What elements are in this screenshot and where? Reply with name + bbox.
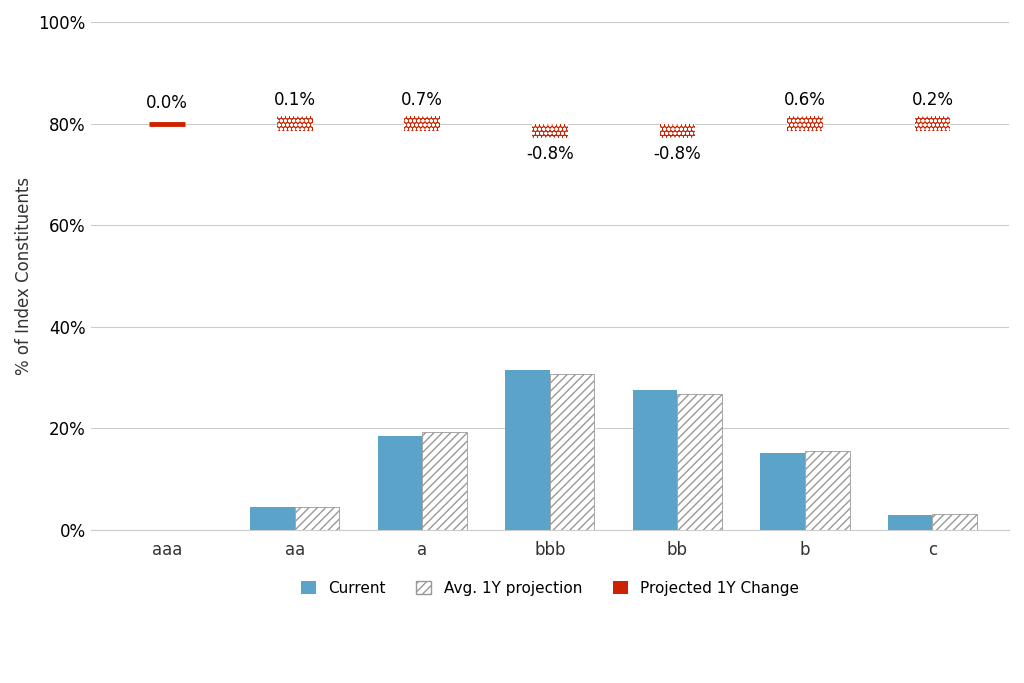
- Bar: [933, 514, 977, 530]
- Bar: [404, 117, 440, 130]
- Bar: [550, 374, 595, 530]
- Bar: [378, 436, 422, 530]
- Bar: [914, 117, 950, 130]
- Bar: [678, 394, 722, 530]
- Text: 0.0%: 0.0%: [146, 94, 188, 113]
- Text: -0.8%: -0.8%: [653, 145, 701, 163]
- Bar: [888, 515, 933, 530]
- Bar: [787, 117, 822, 130]
- Bar: [633, 390, 678, 530]
- Bar: [914, 117, 950, 130]
- Text: 0.7%: 0.7%: [401, 91, 443, 109]
- Bar: [659, 124, 695, 138]
- Bar: [250, 507, 295, 530]
- Bar: [404, 117, 440, 130]
- Bar: [532, 124, 567, 138]
- Bar: [422, 432, 467, 530]
- Bar: [787, 117, 822, 130]
- Bar: [760, 453, 805, 530]
- Text: -0.8%: -0.8%: [526, 145, 573, 163]
- Bar: [505, 370, 550, 530]
- Bar: [659, 124, 695, 138]
- Legend: Current, Avg. 1Y projection, Projected 1Y Change: Current, Avg. 1Y projection, Projected 1…: [293, 574, 807, 604]
- Text: 0.6%: 0.6%: [784, 91, 826, 109]
- Text: 0.1%: 0.1%: [273, 91, 315, 109]
- Bar: [295, 507, 339, 530]
- Y-axis label: % of Index Constituents: % of Index Constituents: [15, 177, 33, 375]
- Bar: [805, 451, 850, 530]
- Text: 0.2%: 0.2%: [911, 91, 953, 109]
- Bar: [276, 117, 312, 130]
- Bar: [532, 124, 567, 138]
- Bar: [276, 117, 312, 130]
